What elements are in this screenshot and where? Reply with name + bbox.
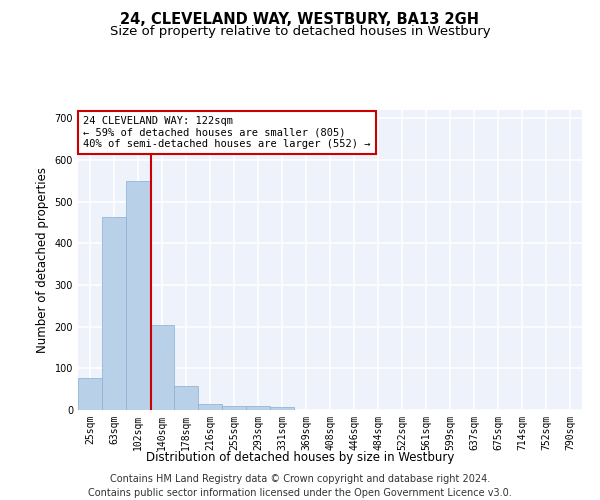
Bar: [102, 217, 126, 410]
Text: Contains HM Land Registry data © Crown copyright and database right 2024.
Contai: Contains HM Land Registry data © Crown c…: [88, 474, 512, 498]
Text: Distribution of detached houses by size in Westbury: Distribution of detached houses by size …: [146, 451, 454, 464]
Bar: [246, 406, 270, 410]
Bar: [270, 406, 294, 410]
Bar: [150, 324, 174, 410]
Bar: [222, 406, 246, 410]
Bar: [126, 181, 150, 410]
Text: 24 CLEVELAND WAY: 122sqm
← 59% of detached houses are smaller (805)
40% of semi-: 24 CLEVELAND WAY: 122sqm ← 59% of detach…: [83, 116, 371, 149]
Y-axis label: Number of detached properties: Number of detached properties: [36, 167, 49, 353]
Bar: [174, 386, 198, 410]
Bar: [198, 404, 222, 410]
Text: Size of property relative to detached houses in Westbury: Size of property relative to detached ho…: [110, 25, 490, 38]
Text: 24, CLEVELAND WAY, WESTBURY, BA13 2GH: 24, CLEVELAND WAY, WESTBURY, BA13 2GH: [121, 12, 479, 28]
Bar: [78, 378, 102, 410]
